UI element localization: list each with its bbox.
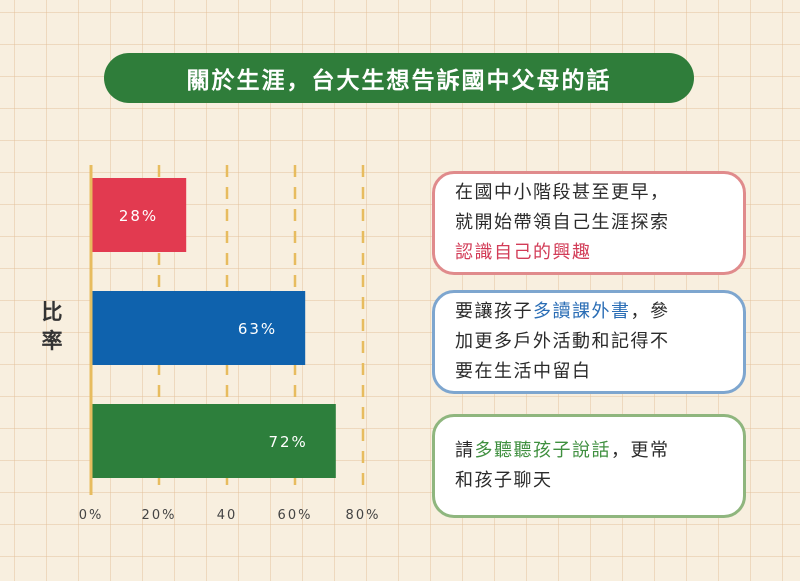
card-line: 在國中小階段甚至更早，: [455, 178, 743, 208]
card-text: 和孩子聊天: [455, 470, 553, 491]
x-tick-label-4: 60%: [278, 508, 313, 523]
page-title: 關於生涯，台大生想告訴國中父母的話: [104, 53, 694, 103]
card-line: 要在生活中留白: [455, 357, 743, 387]
card-text: 就開始帶領自己生涯探索: [455, 212, 670, 233]
message-card-3: 請多聽聽孩子說話，更常和孩子聊天: [432, 414, 746, 518]
card-text: 要在生活中留白: [455, 361, 592, 382]
card-line: 請多聽聽孩子說話，更常: [455, 436, 743, 466]
bar-label-3: 72%: [268, 433, 307, 451]
card-line: 就開始帶領自己生涯探索: [455, 208, 743, 238]
bar-label-2: 63%: [238, 320, 277, 338]
card-text: ，參: [630, 301, 670, 322]
card-text: 在國中小階段甚至更早，: [455, 182, 670, 203]
bar-2: [91, 291, 306, 365]
card-text: 要讓孩子: [455, 301, 533, 322]
card-text: 加更多戶外活動和記得不: [455, 331, 670, 352]
x-tick-label-5: 80%: [346, 508, 381, 523]
bar-label-1: 28%: [119, 207, 158, 225]
x-tick-label-2: 20%: [142, 508, 177, 523]
highlight-text: 多讀課外書: [533, 301, 631, 322]
card-line: 和孩子聊天: [455, 466, 743, 496]
bar-chart: 28% 63% 72% 0% 20% 40 60% 80%: [79, 165, 381, 523]
card-line: 要讓孩子多讀課外書，參: [455, 297, 743, 327]
x-tick-label-1: 0%: [79, 508, 104, 523]
message-card-2: 要讓孩子多讀課外書，參加更多戶外活動和記得不 要在生活中留白: [432, 290, 746, 394]
card-text: 請: [455, 440, 475, 461]
bar-1: [91, 178, 187, 252]
x-tick-label-3: 40: [217, 508, 238, 523]
y-axis-label: 比率: [41, 300, 63, 353]
bar-3: [91, 404, 336, 478]
card-text: ，更常: [611, 440, 670, 461]
message-card-1: 在國中小階段甚至更早， 就開始帶領自己生涯探索 認識自己的興趣: [432, 171, 746, 275]
highlight-text: 認識自己的興趣: [455, 242, 592, 263]
card-line: 加更多戶外活動和記得不: [455, 327, 743, 357]
card-line: 認識自己的興趣: [455, 238, 743, 268]
highlight-text: 多聽聽孩子說話: [474, 440, 611, 461]
